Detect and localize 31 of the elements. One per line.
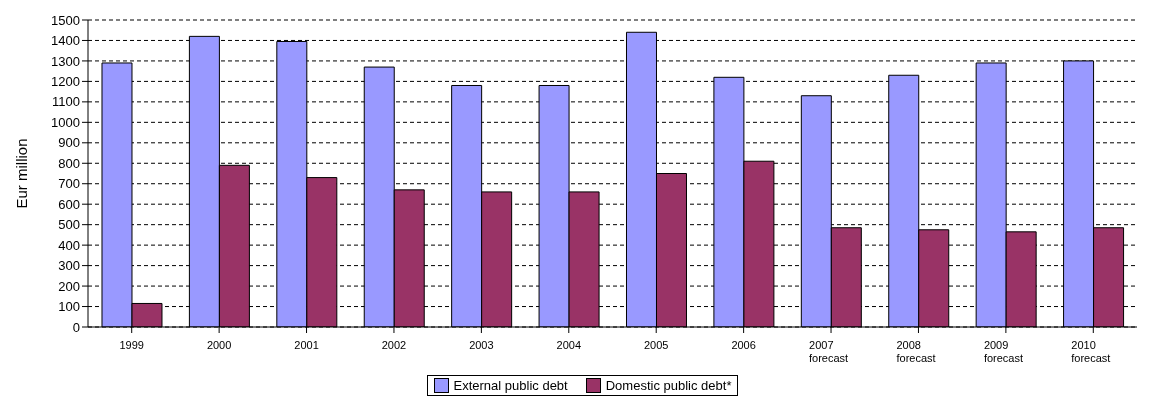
y-tick-label: 300 bbox=[58, 258, 80, 274]
y-tick-label: 900 bbox=[58, 135, 80, 151]
x-tick-label: 2006 bbox=[731, 339, 756, 351]
x-tick-label: 2001 bbox=[294, 339, 319, 351]
legend-label: Domestic public debt* bbox=[605, 378, 732, 393]
y-tick-label: 700 bbox=[58, 176, 80, 192]
x-tick-label: 2007 forecast bbox=[809, 339, 849, 364]
x-tick-label: 2008 forecast bbox=[896, 339, 936, 364]
x-tick-label: 1999 bbox=[119, 339, 144, 351]
x-tick-label: 2009 forecast bbox=[983, 339, 1024, 364]
legend-label: External public debt bbox=[453, 378, 568, 393]
y-tick-label: 600 bbox=[58, 196, 80, 212]
y-tick-label: 1300 bbox=[51, 53, 80, 69]
x-tick-label: 2003 bbox=[469, 339, 494, 351]
y-tick-label: 1400 bbox=[51, 33, 80, 49]
x-tick-label: 2004 bbox=[556, 339, 582, 351]
x-tick-label: 2000 bbox=[206, 339, 232, 351]
y-tick-label: 1000 bbox=[51, 114, 80, 130]
x-tick-label: 2005 bbox=[643, 339, 669, 351]
y-tick-label: 1500 bbox=[51, 12, 80, 28]
y-tick-label: 0 bbox=[72, 319, 80, 335]
y-tick-label: 800 bbox=[58, 155, 80, 171]
y-tick-label: 1100 bbox=[52, 94, 80, 110]
x-tick-label: 2002 bbox=[381, 339, 407, 351]
y-tick-label: 100 bbox=[58, 299, 80, 315]
y-tick-label: 1200 bbox=[51, 74, 80, 90]
y-tick-label: 400 bbox=[58, 237, 80, 253]
x-tick-label: 2010 forecast bbox=[1071, 339, 1111, 364]
y-tick-label: 500 bbox=[58, 217, 80, 233]
y-tick-label: 200 bbox=[58, 278, 80, 294]
y-axis-title: Eur million bbox=[13, 138, 31, 209]
